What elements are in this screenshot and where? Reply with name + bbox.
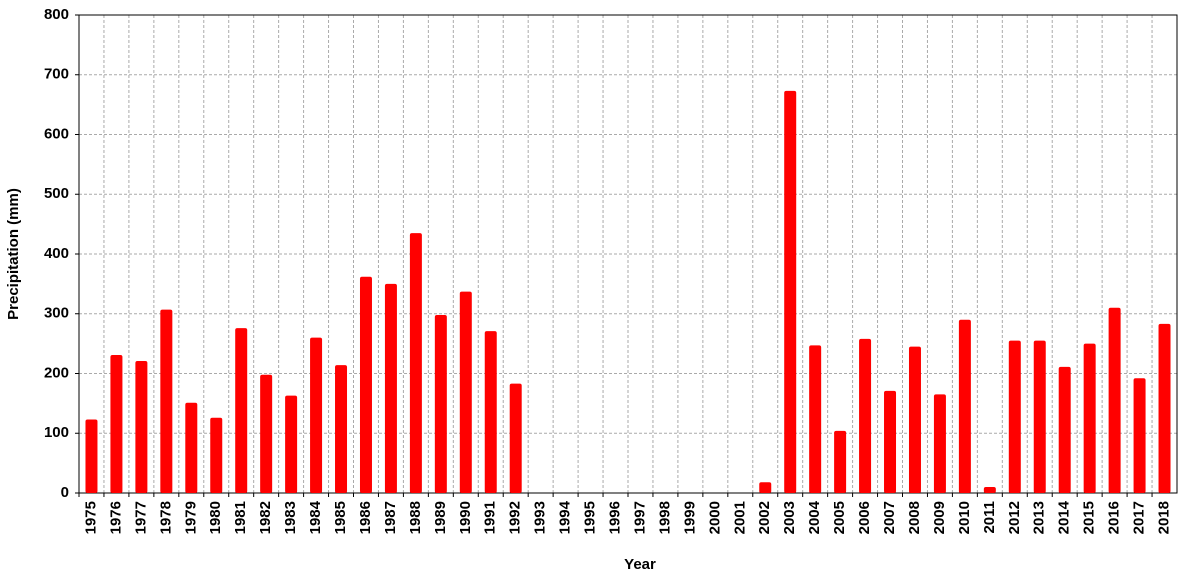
bar <box>933 394 946 493</box>
x-tick-label: 1986 <box>357 501 374 534</box>
bar <box>1133 378 1146 493</box>
x-tick-label: 1983 <box>282 501 299 534</box>
bar <box>210 417 223 493</box>
bar <box>409 233 422 493</box>
x-tick-label: 2005 <box>831 501 848 534</box>
bar <box>285 395 298 493</box>
bar <box>509 383 522 493</box>
x-tick-label: 2007 <box>881 501 898 534</box>
x-tick-label: 1977 <box>132 501 149 534</box>
bar <box>983 487 996 493</box>
bar <box>809 345 822 493</box>
x-tick-label: 1997 <box>631 501 648 534</box>
y-tick-label: 0 <box>61 484 69 501</box>
bar <box>1083 343 1096 493</box>
bar <box>384 283 397 493</box>
x-tick-label: 1989 <box>432 501 449 534</box>
x-tick-label: 1996 <box>606 501 623 534</box>
y-tick-label: 100 <box>44 424 69 441</box>
x-tick-label: 2003 <box>781 501 798 534</box>
y-tick-label: 800 <box>44 6 69 23</box>
x-tick-label: 1988 <box>407 501 424 534</box>
y-tick-label: 400 <box>44 245 69 262</box>
x-tick-label: 2018 <box>1155 501 1172 534</box>
bar <box>1108 307 1121 493</box>
bar <box>434 314 447 493</box>
x-tick-label: 2015 <box>1081 501 1098 534</box>
bar <box>1158 323 1171 493</box>
y-tick-label: 500 <box>44 185 69 202</box>
x-tick-label: 2001 <box>731 501 748 534</box>
x-tick-label: 2009 <box>931 501 948 534</box>
x-tick-label: 2000 <box>706 501 723 534</box>
y-axis-title: Precipitation (mm) <box>5 188 22 320</box>
bar <box>784 90 797 493</box>
bar <box>359 276 372 493</box>
x-tick-label: 1999 <box>681 501 698 534</box>
x-tick-label: 2013 <box>1031 501 1048 534</box>
bar <box>185 402 198 493</box>
x-tick-label: 1976 <box>107 501 124 534</box>
bar <box>859 338 872 493</box>
x-tick-label: 1978 <box>157 501 174 534</box>
bar <box>235 328 248 493</box>
bar <box>260 374 273 493</box>
x-tick-label: 1998 <box>656 501 673 534</box>
y-tick-label: 300 <box>44 305 69 322</box>
bar <box>135 360 148 493</box>
bar <box>884 390 897 493</box>
x-tick-label: 2004 <box>806 500 823 534</box>
bar <box>110 354 123 493</box>
x-tick-label: 1985 <box>332 501 349 534</box>
bar <box>85 419 98 493</box>
x-tick-label: 2010 <box>956 501 973 534</box>
bar <box>958 319 971 493</box>
bar <box>1008 340 1021 493</box>
x-tick-label: 1984 <box>307 500 324 534</box>
x-tick-label: 2006 <box>856 501 873 534</box>
x-tick-label: 1982 <box>257 501 274 534</box>
y-tick-label: 200 <box>44 364 69 381</box>
x-tick-label: 1990 <box>457 501 474 534</box>
x-tick-label: 1975 <box>82 501 99 534</box>
x-axis-title: Year <box>624 556 656 573</box>
x-tick-label: 2012 <box>1006 501 1023 534</box>
x-tick-label: 1991 <box>482 501 499 534</box>
bar <box>335 365 348 493</box>
bar <box>834 430 847 493</box>
x-tick-label: 1981 <box>232 501 249 534</box>
x-tick-label: 1995 <box>582 501 599 534</box>
x-tick-label: 1979 <box>182 501 199 534</box>
x-tick-label: 2002 <box>756 501 773 534</box>
x-tick-label: 2014 <box>1056 500 1073 534</box>
bar <box>310 337 323 493</box>
x-tick-label: 1994 <box>557 500 574 534</box>
bar <box>759 482 772 493</box>
y-tick-label: 600 <box>44 125 69 142</box>
x-tick-label: 2011 <box>981 501 998 534</box>
bar <box>484 331 497 493</box>
x-tick-label: 2008 <box>906 501 923 534</box>
x-tick-label: 2017 <box>1131 501 1148 534</box>
bar <box>908 346 921 493</box>
y-tick-label: 700 <box>44 66 69 83</box>
bar <box>1058 366 1071 493</box>
x-tick-label: 1987 <box>382 501 399 534</box>
x-tick-label: 1980 <box>207 501 224 534</box>
x-tick-label: 2016 <box>1106 501 1123 534</box>
bar <box>1033 340 1046 493</box>
bar <box>459 291 472 493</box>
x-tick-label: 1993 <box>532 501 549 534</box>
x-tick-label: 1992 <box>507 501 524 534</box>
bar <box>160 309 173 493</box>
